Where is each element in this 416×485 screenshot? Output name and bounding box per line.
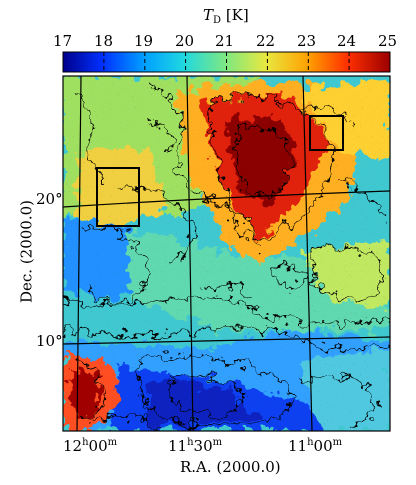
colorbar-ticks [103,52,350,72]
x-tick-12h00m: 12h00m [63,438,117,454]
x-tick-11h00m-munit: m [332,437,343,448]
x-tick-11h30m-munit: m [212,437,223,448]
coordinate-grid [63,76,390,431]
region-boxes [96,115,344,227]
colorbar-tick-20: 20 [175,32,195,50]
x-tick-11h30m-hunit: h [187,437,194,448]
colorbar-title: TD [K] [203,8,249,26]
x-tick-11h30m-hour: 11 [168,437,188,455]
x-tick-12h00m-hour: 12 [63,437,83,455]
x-tick-12h00m-min: 00 [88,437,108,455]
y-tick-20: 20° [36,190,63,208]
x-axis-label: R.A. (2000.0) [180,458,281,476]
colorbar-title-subscript: D [213,15,222,26]
colorbar-title-unit: [K] [225,6,249,24]
colorbar-tick-18: 18 [94,32,114,50]
x-tick-11h00m-hour: 11 [288,437,308,455]
y-axis-label: Dec. (2000.0) [17,199,36,304]
region-box-right [309,115,344,151]
map-frame [62,75,391,432]
colorbar-tick-21: 21 [215,32,235,50]
x-tick-12h00m-hunit: h [82,437,89,448]
colorbar-title-symbol: T [203,6,214,24]
x-tick-11h00m-hunit: h [307,437,314,448]
colorbar-tick-22: 22 [256,32,276,50]
y-tick-10: 10° [36,332,63,350]
x-tick-11h00m: 11h00m [288,438,342,454]
x-tick-11h00m-min: 00 [313,437,333,455]
x-tick-11h30m: 11h30m [168,438,222,454]
colorbar-tick-25: 25 [378,32,398,50]
x-tick-12h00m-munit: m [107,437,118,448]
colorbar-tick-19: 19 [134,32,154,50]
x-tick-11h30m-min: 30 [193,437,213,455]
region-box-left [96,167,140,227]
colorbar-tick-17: 17 [53,32,73,50]
colorbar-tick-24: 24 [337,32,357,50]
temperature-map [63,76,390,431]
colorbar-tick-23: 23 [297,32,317,50]
